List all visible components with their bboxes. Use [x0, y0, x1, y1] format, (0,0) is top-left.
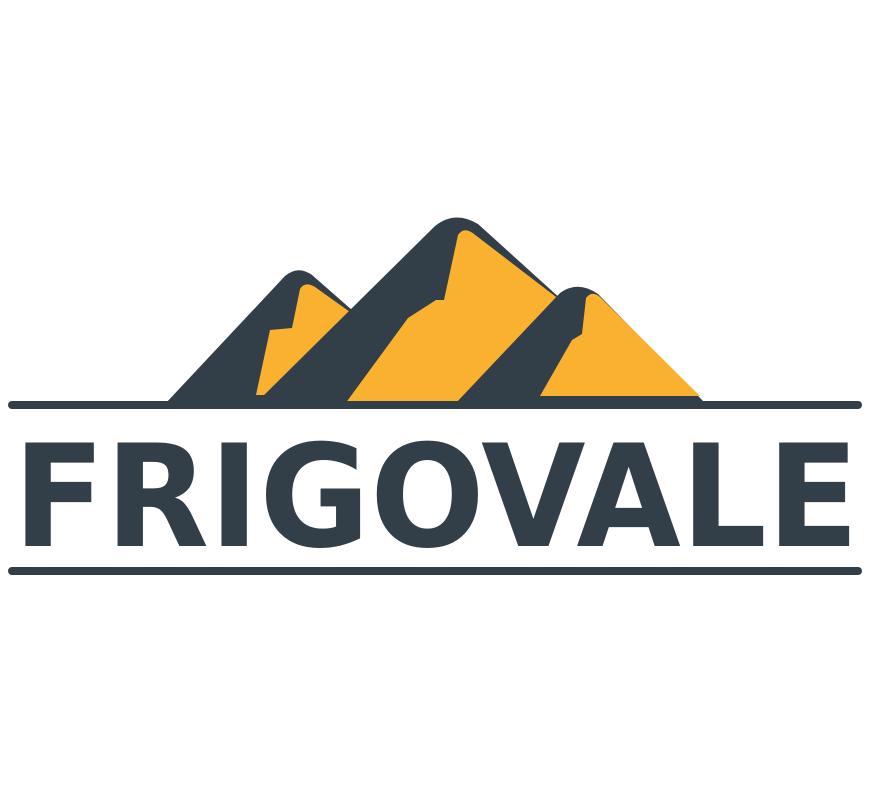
top-rule	[8, 401, 862, 409]
mountain-range-icon	[165, 217, 706, 404]
right-mountain	[455, 286, 706, 404]
bottom-rule	[8, 567, 862, 575]
brand-name: FRIGOVALE	[13, 415, 859, 580]
